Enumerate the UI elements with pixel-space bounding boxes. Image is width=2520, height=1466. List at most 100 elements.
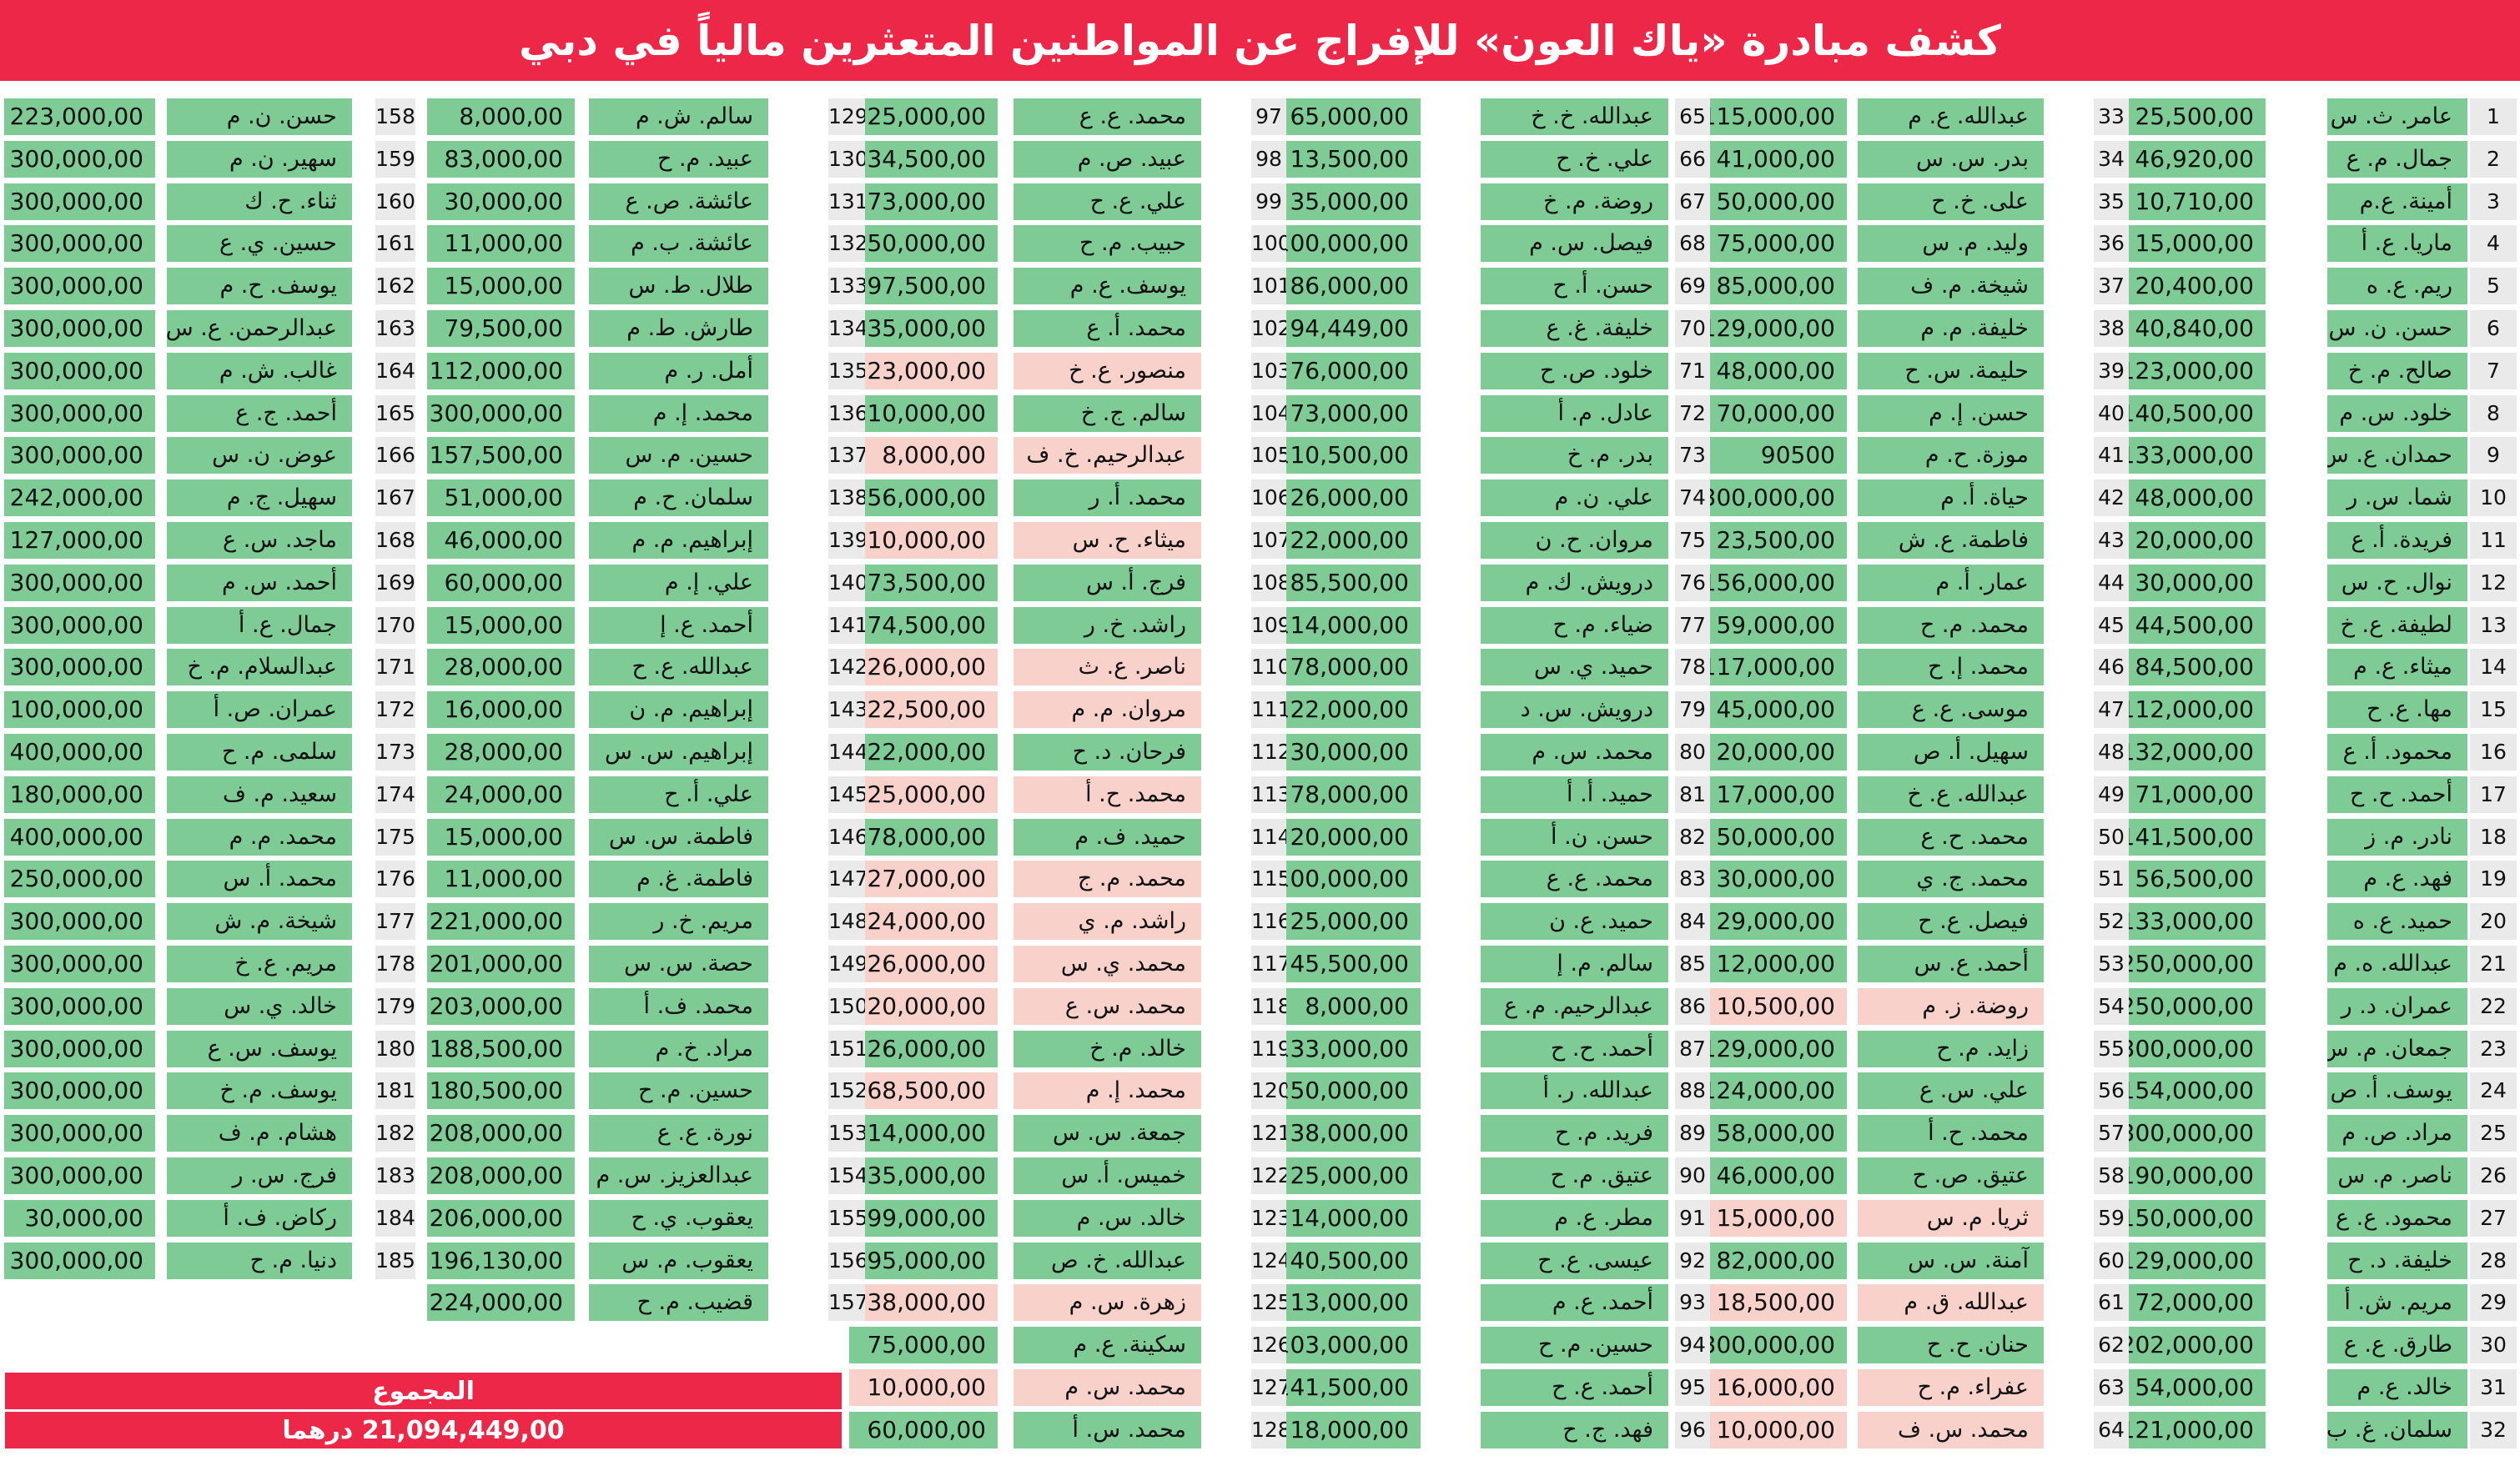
debtor-name: فريدة. أ. ع — [2327, 522, 2467, 559]
debtor-name: روضة. م. خ — [1481, 183, 1668, 220]
debtor-name: محمد. م. م — [167, 819, 352, 856]
debtor-name: موسى. ع. ع — [1858, 691, 2044, 728]
row-number: 98 — [1251, 141, 1286, 178]
debt-amount: 129,000,00 — [2114, 1243, 2266, 1279]
row-number: 31 — [2470, 1369, 2517, 1406]
row-number: 88 — [1675, 1072, 1710, 1109]
debt-amount: 110,500,00 — [1270, 437, 1421, 474]
debtor-name: إبراهيم. س. س — [589, 734, 768, 771]
row-number: 133 — [828, 268, 865, 304]
debt-amount: 23,500,00 — [1695, 522, 1847, 559]
debtor-name: محمد. س. م — [1481, 734, 1668, 771]
debtor-name: سالم. ج. خ — [1014, 395, 1201, 432]
debt-amount: 208,000,00 — [427, 1115, 575, 1152]
row-number: 95 — [1675, 1369, 1710, 1406]
debt-amount: 84,500,00 — [2114, 649, 2266, 685]
row-number: 39 — [2094, 353, 2129, 389]
debtor-name: خليفة. م. م — [1858, 310, 2044, 347]
debtor-name: يوسف. م. خ — [167, 1072, 352, 1109]
debtor-name: طارش. ط. م — [589, 310, 768, 347]
row-number: 56 — [2094, 1072, 2129, 1109]
debt-amount: 250,000,00 — [2114, 946, 2266, 982]
row-number: 151 — [828, 1031, 865, 1067]
row-number: 105 — [1251, 437, 1286, 474]
debtor-name: حياة. أ. م — [1858, 479, 2044, 516]
debt-amount: 122,000,00 — [1270, 691, 1421, 728]
row-number: 59 — [2094, 1200, 2129, 1237]
debtor-name: سكينة. ع. م — [1014, 1327, 1201, 1363]
debt-amount: 300,000,00 — [4, 988, 155, 1025]
row-number: 1 — [2470, 98, 2517, 135]
debt-amount: 122,000,00 — [849, 734, 998, 771]
row-number: 17 — [2470, 776, 2517, 813]
debtor-name: عبدالله. خ. ص — [1014, 1243, 1201, 1279]
row-number: 35 — [2094, 183, 2129, 220]
debtor-name: عبدالله. ع. خ — [1858, 776, 2044, 813]
debt-amount: 30,000,00 — [1695, 861, 1847, 897]
row-number: 147 — [828, 861, 865, 897]
row-number: 71 — [1675, 353, 1710, 389]
row-number: 171 — [375, 649, 415, 685]
debtor-name: عمران. د. ر — [2327, 988, 2467, 1025]
debtor-name: خلود. س. م — [2327, 395, 2467, 432]
debtor-name: ريم. ع. ه — [2327, 268, 2467, 304]
row-number: 85 — [1675, 946, 1710, 982]
debtor-name: محمد. ح. أ — [1014, 776, 1201, 813]
debt-amount: 15,000,00 — [427, 268, 575, 304]
debtor-name: أحمد. ح. ح — [2327, 776, 2467, 813]
debt-amount: 12,000,00 — [1695, 946, 1847, 982]
debtor-name: مريم. خ. ر — [589, 903, 768, 940]
row-number: 103 — [1251, 353, 1286, 389]
debt-amount: 82,000,00 — [1695, 1243, 1847, 1279]
debtor-name: خالد. م. خ — [1014, 1031, 1201, 1067]
row-number: 87 — [1675, 1031, 1710, 1067]
debt-amount: 15,000,00 — [1695, 1200, 1847, 1237]
debtor-name: ميثاء. ع. م — [2327, 649, 2467, 685]
debt-amount: 133,000,00 — [1270, 1031, 1421, 1067]
row-number: 45 — [2094, 607, 2129, 644]
debtor-name: محمد. س. أ — [1014, 1412, 1201, 1448]
debtor-name: محمد. ي. س — [1014, 946, 1201, 982]
debtor-name: محمد. ح. أ — [1858, 1115, 2044, 1152]
debtor-name: شيخة. م. ف — [1858, 268, 2044, 304]
row-number: 40 — [2094, 395, 2129, 432]
row-number: 29 — [2470, 1284, 2517, 1321]
debt-amount: 190,000,00 — [2114, 1157, 2266, 1194]
debtor-name: خالد. ي. س — [167, 988, 352, 1025]
row-number: 161 — [375, 225, 415, 262]
debtor-name: ناصر. ع. ث — [1014, 649, 1201, 685]
debt-amount: 300,000,00 — [4, 1072, 155, 1109]
row-number: 10 — [2470, 479, 2517, 516]
debt-amount: 20,000,00 — [2114, 522, 2266, 559]
debtor-name: يعقوب. ي. ح — [589, 1200, 768, 1237]
row-number: 110 — [1251, 649, 1286, 685]
debt-amount: 221,000,00 — [427, 903, 575, 940]
debtor-name: عبدالله. ر. أ — [1481, 1072, 1668, 1109]
row-number: 12 — [2470, 565, 2517, 601]
row-number: 96 — [1675, 1412, 1710, 1448]
row-number: 7 — [2470, 353, 2517, 389]
row-number: 139 — [828, 522, 865, 559]
debt-amount: 20,400,00 — [2114, 268, 2266, 304]
debt-amount: 46,000,00 — [427, 522, 575, 559]
debtor-name: فيصل. س. م — [1481, 225, 1668, 262]
row-number: 143 — [828, 691, 865, 728]
debtor-name: يوسف. ح. م — [167, 268, 352, 304]
row-number: 164 — [375, 353, 415, 389]
debt-amount: 60,000,00 — [849, 1412, 998, 1448]
debt-amount: 17,000,00 — [1695, 776, 1847, 813]
debt-amount: 135,000,00 — [849, 310, 998, 347]
row-number: 136 — [828, 395, 865, 432]
debtor-name: ماجد. س. ع — [167, 522, 352, 559]
debtor-name: علي. أ. ح — [589, 776, 768, 813]
debt-amount: 24,000,00 — [849, 903, 998, 940]
debtor-name: حميد. ع. ه — [2327, 903, 2467, 940]
debtor-name: جمال. ع. أ — [167, 607, 352, 644]
debtor-name: فاطمة. ع. ش — [1858, 522, 2044, 559]
row-number: 67 — [1675, 183, 1710, 220]
row-number: 47 — [2094, 691, 2129, 728]
row-number: 91 — [1675, 1200, 1710, 1237]
row-number: 63 — [2094, 1369, 2129, 1406]
debtor-name: عادل. م. أ — [1481, 395, 1668, 432]
debt-amount: 78,000,00 — [1270, 776, 1421, 813]
